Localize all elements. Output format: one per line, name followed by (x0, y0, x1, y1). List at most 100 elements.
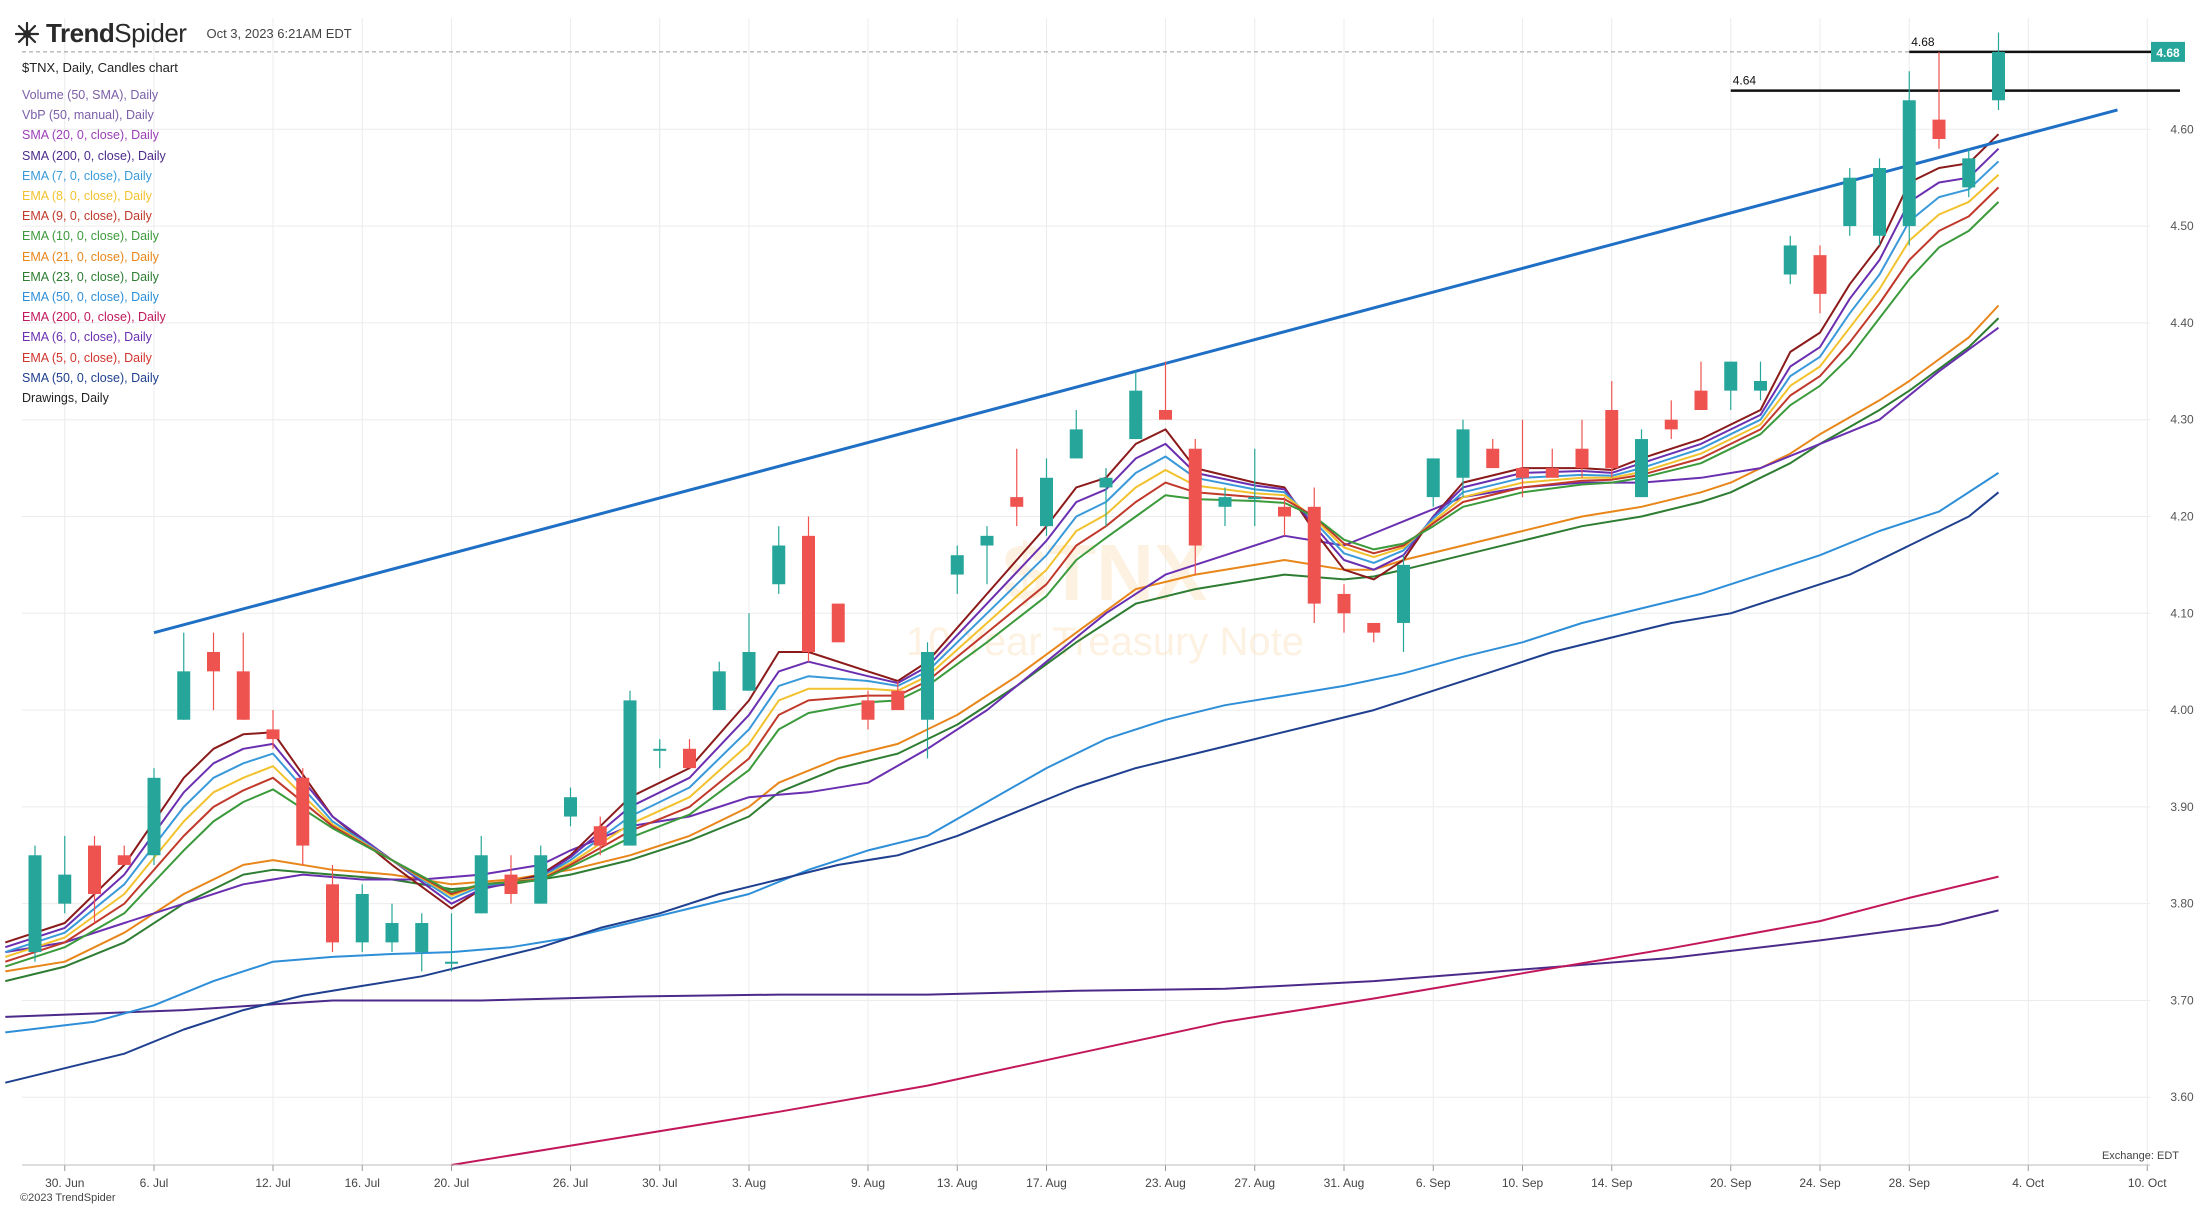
y-tick-label: 4.10 (2170, 606, 2194, 620)
legend-item[interactable]: SMA (20, 0, close), Daily (22, 128, 159, 143)
y-tick-label: 4.40 (2170, 316, 2194, 330)
candle-body (1873, 168, 1886, 236)
x-tick-label: 23. Aug (1145, 1176, 1186, 1190)
legend-item[interactable]: EMA (6, 0, close), Daily (22, 330, 152, 345)
trendspider-logo-icon (14, 21, 40, 46)
legend-item[interactable]: EMA (5, 0, close), Daily (22, 350, 152, 365)
candle-body (1962, 158, 1976, 188)
x-tick-label: 20. Sep (1710, 1176, 1752, 1190)
chart-info: $TNX, Daily, Candles chart (22, 60, 178, 75)
x-tick-label: 30. Jun (45, 1176, 84, 1190)
legend-item[interactable]: EMA (23, 0, close), Daily (22, 269, 159, 284)
candle-body (385, 923, 399, 943)
x-tick-label: 30. Jul (642, 1176, 677, 1190)
candle-body (236, 671, 250, 720)
timestamp: Oct 3, 2023 6:21AM EDT (206, 26, 352, 41)
candle-body (1367, 622, 1381, 633)
candle-body (653, 748, 667, 751)
y-tick-label: 3.90 (2170, 800, 2194, 814)
candle-body (1099, 477, 1113, 488)
x-tick-label: 10. Sep (1502, 1176, 1544, 1190)
legend-item[interactable]: EMA (21, 0, close), Daily (22, 249, 159, 264)
candle-body (1337, 593, 1351, 614)
indicator-line (5, 909, 1999, 1018)
candle-body (504, 874, 518, 894)
candle-body (177, 671, 191, 720)
legend-item[interactable]: Volume (50, SMA), Daily (22, 88, 159, 102)
candle-layer (28, 32, 2005, 972)
x-tick-label: 6. Jul (140, 1176, 169, 1190)
candle-body (1992, 51, 2005, 101)
candle-body (1754, 380, 1767, 391)
candle-body (1248, 497, 1262, 500)
candle-body (1426, 458, 1440, 498)
candle-body (1516, 468, 1529, 478)
x-tick-label: 6. Sep (1416, 1176, 1451, 1190)
y-tick-label: 4.30 (2170, 413, 2194, 427)
y-tick-label: 3.60 (2170, 1090, 2194, 1104)
candle-body (891, 690, 905, 711)
legend-item[interactable]: Drawings, Daily (22, 391, 109, 406)
brand-bold: Trend (46, 18, 115, 48)
candle-body (1010, 497, 1024, 507)
candle-body (1902, 100, 1916, 227)
x-tick-label: 16. Jul (345, 1176, 380, 1190)
x-tick-label: 13. Aug (937, 1176, 978, 1190)
candle-body (772, 545, 786, 585)
x-tick-label: 12. Jul (255, 1176, 290, 1190)
legend-item[interactable]: EMA (200, 0, close), Daily (22, 310, 166, 325)
last-price-tag (2151, 41, 2185, 62)
watermark: $TNX 10 Year Treasury Note (906, 528, 1304, 664)
legend-item[interactable]: EMA (7, 0, close), Daily (22, 168, 152, 183)
candle-body (980, 535, 994, 546)
candle-body (296, 777, 310, 846)
candle-body (474, 855, 488, 914)
x-tick-label: 3. Aug (732, 1176, 766, 1190)
y-tick-label: 4.00 (2170, 703, 2194, 717)
legend-item[interactable]: SMA (200, 0, close), Daily (22, 148, 166, 163)
candle-body (1813, 255, 1827, 294)
candle-body (1664, 419, 1678, 430)
indicator-legend: Volume (50, SMA), Daily VbP (50, manual),… (22, 85, 166, 408)
last-price-label: 4.68 (2156, 46, 2180, 60)
y-tick-label: 4.50 (2170, 219, 2194, 233)
candle-body (1545, 468, 1559, 478)
candle-body (445, 961, 458, 964)
indicator-line (5, 326, 2000, 954)
candle-body (1783, 245, 1797, 275)
indicator-line (4, 201, 2000, 968)
candle-body (593, 826, 607, 846)
candle-body (147, 777, 161, 856)
indicator-line (5, 317, 2000, 983)
indicator-line (451, 875, 1999, 1166)
candle-body (712, 671, 726, 711)
candle-body (831, 603, 845, 643)
candle-body (1486, 448, 1500, 469)
candle-body (1040, 477, 1053, 527)
x-tick-label: 26. Jul (553, 1176, 588, 1190)
x-tick-label: 10. Oct (2128, 1176, 2167, 1190)
candle-body (1129, 390, 1143, 440)
legend-item[interactable]: EMA (10, 0, close), Daily (22, 229, 159, 244)
legend-item[interactable]: EMA (50, 0, close), Daily (22, 290, 159, 305)
x-tick-label: 20. Jul (434, 1176, 469, 1190)
candle-body (266, 729, 280, 740)
indicator-line (5, 304, 2000, 973)
candle-body (1724, 361, 1738, 391)
legend-item[interactable]: SMA (50, 0, close), Daily (22, 370, 159, 385)
header: TrendSpider Oct 3, 2023 6:21AM EDT (14, 18, 352, 49)
candle-body (28, 855, 42, 953)
brand-light: Spider (114, 18, 187, 48)
candle-body (1278, 506, 1291, 517)
legend-item[interactable]: VbP (50, manual), Daily (22, 108, 154, 123)
candle-body (88, 845, 101, 894)
candle-body (1218, 497, 1232, 507)
candle-body (683, 748, 696, 769)
candle-body (1159, 410, 1172, 420)
legend-item[interactable]: EMA (8, 0, close), Daily (22, 189, 152, 204)
legend-item[interactable]: EMA (9, 0, close), Daily (22, 209, 152, 224)
y-tick-label: 3.80 (2170, 897, 2194, 911)
candle-body (207, 651, 220, 672)
candle-body (1069, 429, 1083, 459)
